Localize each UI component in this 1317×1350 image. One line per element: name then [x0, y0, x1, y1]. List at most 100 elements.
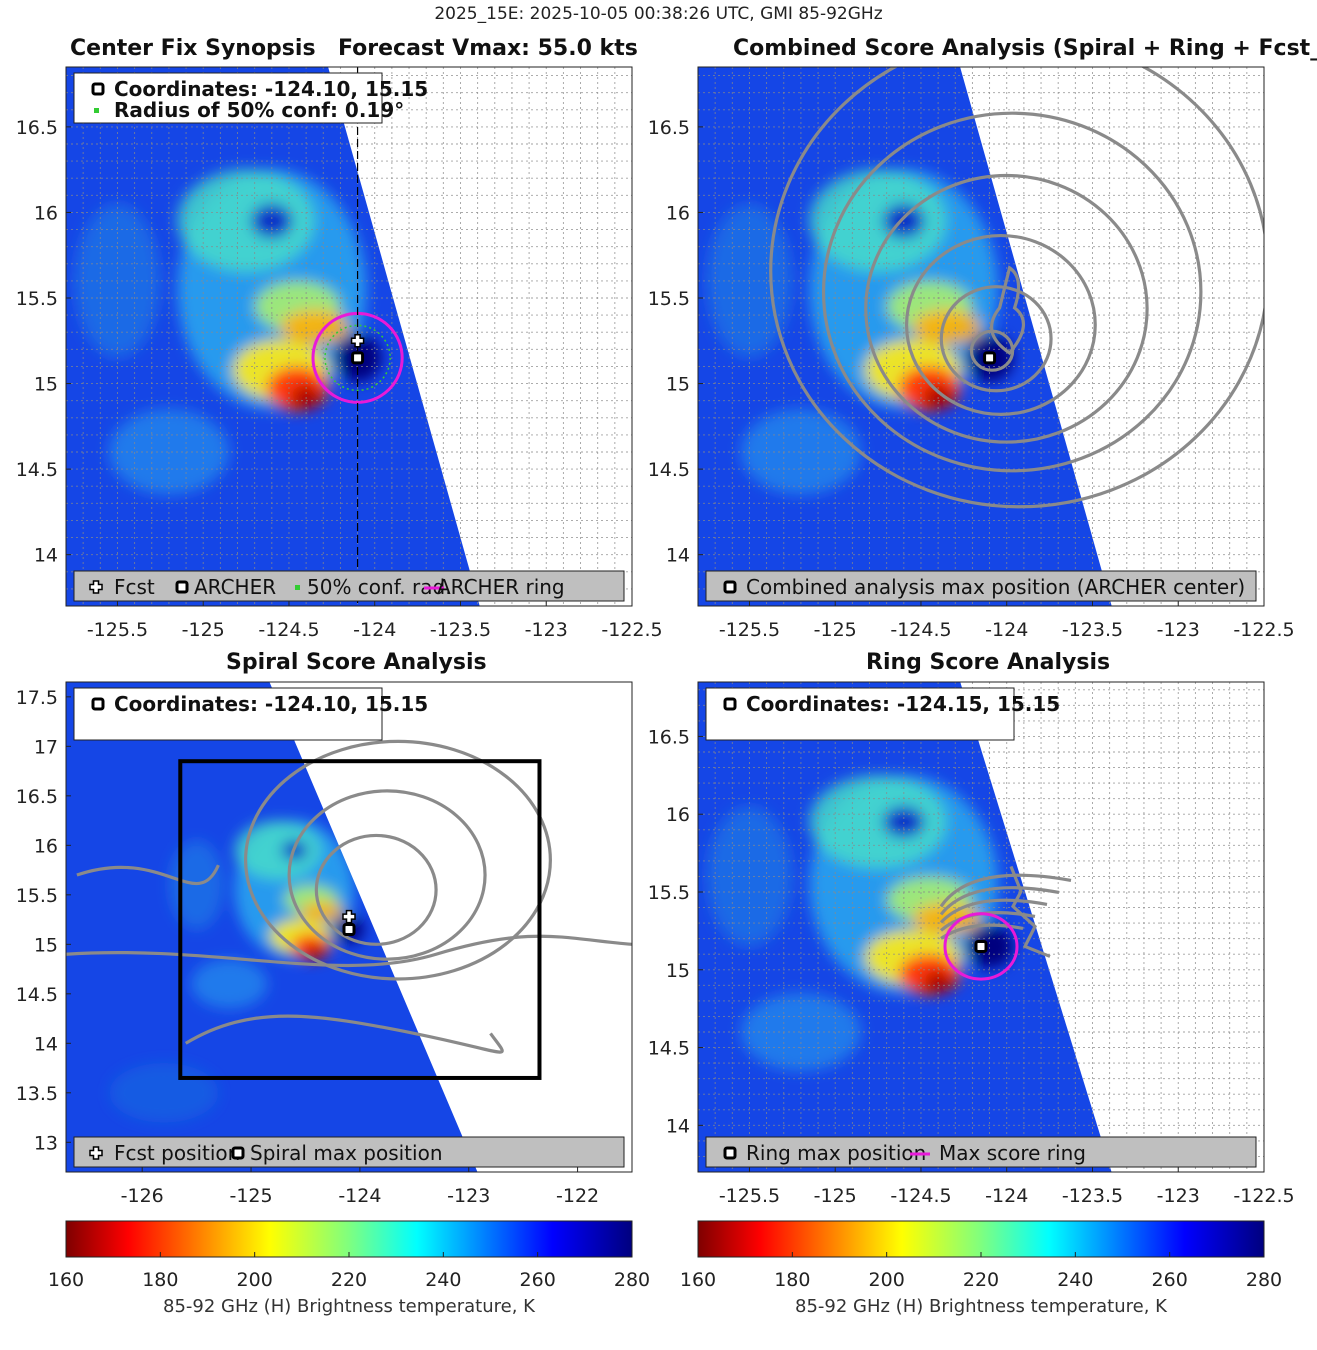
- colorbar-tick-label: 280: [1246, 1269, 1282, 1291]
- score-contours: [939, 865, 1072, 958]
- panel-4: Coordinates: -124.15, 15.15 Ring max posi…: [648, 681, 1295, 1207]
- y-tick-label: 13.5: [16, 1083, 58, 1105]
- x-tick-label: -125.5: [719, 1185, 780, 1207]
- panel2-title: Combined Score Analysis (Spiral + Ring +…: [733, 36, 1317, 61]
- y-tick-label: 16: [666, 804, 690, 826]
- x-tick-label: -122.5: [601, 619, 662, 641]
- y-ticks: 14 14.5 15 15.5 16 16.5: [648, 726, 703, 1137]
- legend-fcst-icon: [89, 1146, 103, 1160]
- info-conf-icon: [94, 108, 99, 113]
- axes-frame: [697, 681, 1265, 1173]
- info-line: Coordinates: -124.10, 15.15: [114, 692, 428, 716]
- panel4-title: Ring Score Analysis: [866, 650, 1111, 675]
- y-tick-label: 16: [34, 202, 58, 224]
- x-ticks: -125.5 -125 -124.5 -124 -123.5 -123 -122.5: [719, 601, 1295, 641]
- search-box: [178, 759, 542, 1080]
- x-tick-label: -123: [1157, 1185, 1200, 1207]
- colorbar-gradient: [65, 1220, 633, 1258]
- rainband-blob: [109, 1063, 219, 1123]
- grid-lines: [65, 67, 633, 607]
- combined-score-contour: [904, 233, 1097, 416]
- x-tick-label: -126: [121, 1185, 164, 1207]
- legend-box: [705, 1136, 1257, 1168]
- legend-archer-icon: [175, 580, 189, 594]
- y-tick-label: 16.5: [648, 726, 690, 748]
- colorbar-tick-label: 180: [774, 1269, 810, 1291]
- y-tick-label: 15: [666, 374, 690, 396]
- colorbar-tick-label: 160: [48, 1269, 84, 1291]
- colorbar-1: 160 180 200 220 240 260 280 85-92 GHz (H) Brigh…: [48, 1220, 650, 1317]
- colorbar-2: 160 180 200 220 240 260 280 85-92 GHz (H) Brigh…: [680, 1220, 1282, 1317]
- x-tick-label: -122.5: [1233, 619, 1294, 641]
- info-box: [73, 687, 383, 741]
- x-ticks: -126 -125 -124 -123 -122: [121, 1167, 599, 1207]
- score-contours: [769, 67, 1264, 509]
- panel1-title-left: Center Fix Synopsis: [70, 36, 316, 61]
- axes-frame: [65, 66, 633, 607]
- info-line: Coordinates: -124.15, 15.15: [746, 692, 1060, 716]
- legend-box: [705, 570, 1257, 602]
- rainband-blob: [191, 959, 268, 1009]
- x-tick-label: -122.5: [1233, 1185, 1294, 1207]
- score-contours: [66, 739, 632, 1054]
- x-tick-label: -125.5: [87, 619, 148, 641]
- archer-center-marker: [351, 351, 365, 365]
- colorbar-tick-label: 220: [963, 1269, 999, 1291]
- spiral-score-contour: [184, 1014, 504, 1054]
- info-box: [73, 72, 383, 124]
- y-tick-label: 13: [34, 1132, 58, 1154]
- y-tick-label: 14.5: [16, 984, 58, 1006]
- legend-ring-max: Ring max position: [746, 1141, 926, 1165]
- x-tick-label: -125: [814, 619, 857, 641]
- archer-center-marker: [983, 351, 997, 365]
- spiral-score-contour: [243, 739, 552, 981]
- spiral-score-contour: [314, 833, 438, 946]
- y-tick-label: 14.5: [648, 1038, 690, 1060]
- y-tick-label: 14: [34, 1033, 58, 1055]
- ring-score-contour: [939, 886, 1060, 916]
- combined-score-contour: [990, 265, 1025, 356]
- legend-spiral: Spiral max position: [250, 1141, 443, 1165]
- rainband-blob: [809, 775, 947, 869]
- legend-fcst: Fcst: [114, 575, 155, 599]
- legend-archer: ARCHER: [194, 575, 276, 599]
- y-tick-label: 17: [34, 736, 58, 758]
- archer-center-marker: [342, 922, 356, 936]
- eye: [965, 924, 1014, 969]
- legend-fcst-icon: [89, 580, 103, 594]
- colorbar-tick-label: 240: [1057, 1269, 1093, 1291]
- y-tick-label: 17.5: [16, 687, 58, 709]
- y-ticks: 14 14.5 15 15.5 16 16.5: [16, 117, 71, 567]
- colorbar-tick-label: 200: [237, 1269, 273, 1291]
- legend-ring: ARCHER ring: [437, 575, 565, 599]
- x-tick-label: -123: [525, 619, 568, 641]
- x-tick-label: -124.5: [890, 619, 951, 641]
- colorbar-tick-label: 260: [1152, 1269, 1188, 1291]
- ring-score-contour: [1009, 865, 1051, 958]
- figure-suptitle: 2025_15E: 2025-10-05 00:38:26 UTC, GMI 8…: [434, 4, 883, 24]
- x-tick-label: -125: [229, 1185, 272, 1207]
- x-tick-label: -124.5: [890, 1185, 951, 1207]
- y-tick-label: 14: [666, 1115, 690, 1137]
- colorbar-label: 85-92 GHz (H) Brightness temperature, K: [163, 1296, 536, 1317]
- x-ticks: -125.5 -125 -124.5 -124 -123.5 -123 -122.5: [87, 601, 663, 641]
- legend-ring-max-icon: [723, 1146, 737, 1160]
- x-tick-label: -123.5: [430, 619, 491, 641]
- colorbar-gradient: [697, 1220, 1265, 1258]
- blurred-blobs: [109, 820, 365, 1123]
- info-archer-icon: [91, 82, 105, 96]
- convection-blob: [912, 309, 981, 345]
- panel3-title: Spiral Score Analysis: [226, 650, 487, 675]
- colorbar-tick-label: 200: [869, 1269, 905, 1291]
- y-tick-label: 15: [34, 934, 58, 956]
- legend-spiral-icon: [231, 1146, 245, 1160]
- y-tick-label: 16: [666, 202, 690, 224]
- y-tick-label: 15.5: [648, 288, 690, 310]
- x-tick-label: -122: [556, 1185, 599, 1207]
- x-tick-label: -123: [447, 1185, 490, 1207]
- info-box: [705, 687, 1015, 741]
- swath-features: [109, 820, 365, 1123]
- rainband-blob: [177, 169, 315, 273]
- colorbar-tick-label: 240: [425, 1269, 461, 1291]
